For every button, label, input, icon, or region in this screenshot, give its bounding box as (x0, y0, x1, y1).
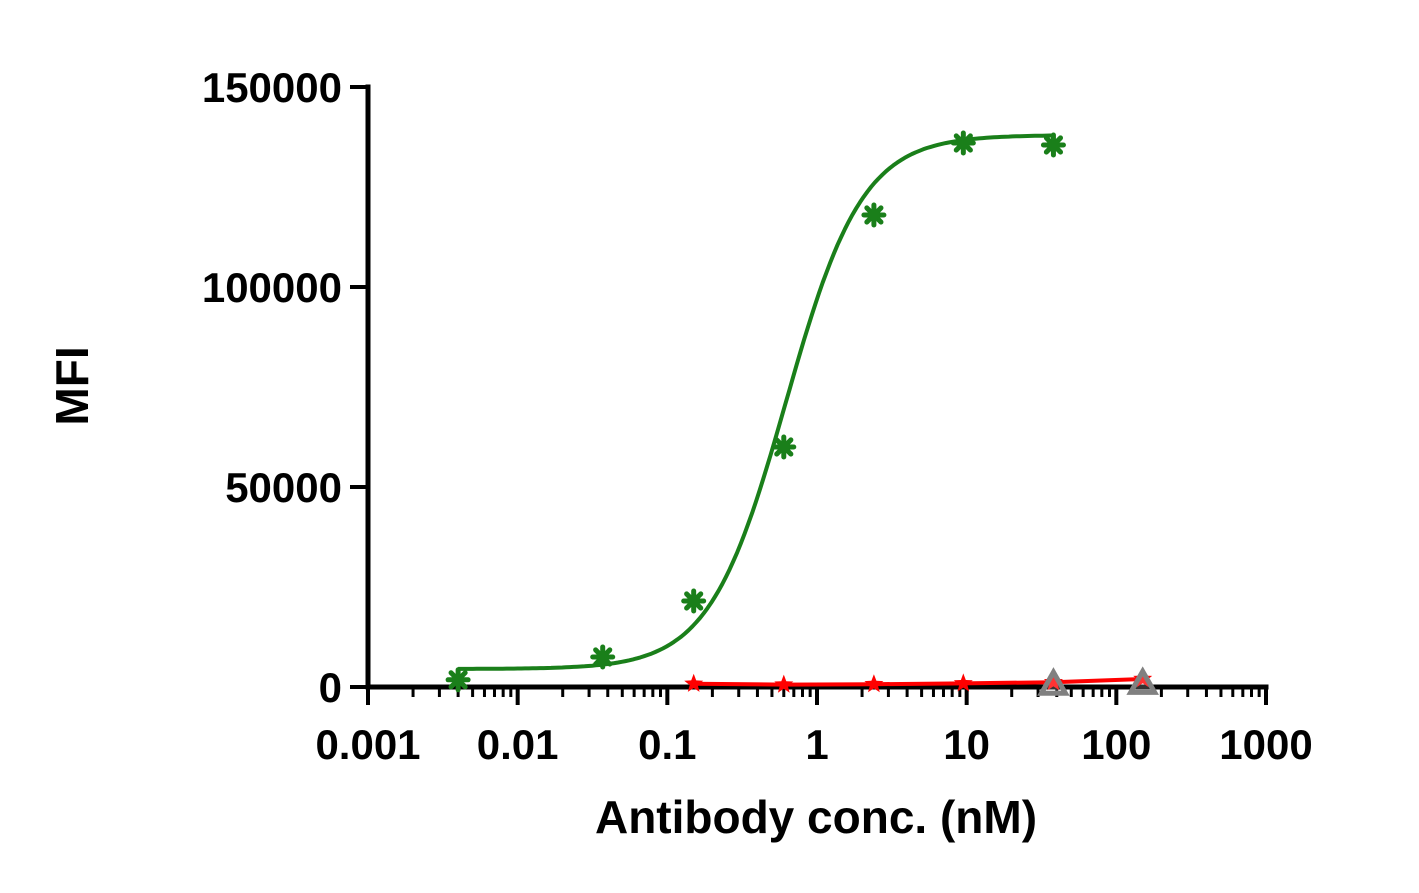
axes-layer (365, 84, 1269, 690)
series-0-asterisk-point (861, 202, 887, 228)
asterisk-core (596, 651, 609, 663)
x-tick-label: 1 (805, 721, 828, 768)
series-0-asterisk-point (771, 434, 797, 460)
series-0-asterisk-point (1040, 132, 1066, 158)
asterisk-core (777, 441, 790, 453)
series-1-star-point (1133, 669, 1153, 688)
series-2-triangle-point (1126, 666, 1159, 695)
series-1-curve (693, 677, 1143, 687)
x-tick-label: 10 (943, 721, 990, 768)
curves-layer (458, 133, 1143, 687)
asterisk-core (867, 209, 880, 221)
x-axis-label: Antibody conc. (nM) (595, 791, 1037, 843)
series-1-star-point (953, 673, 973, 692)
series-0-asterisk-point (950, 130, 976, 156)
x-tick-label: 1000 (1219, 721, 1312, 768)
asterisk-core (1047, 139, 1060, 151)
series-0-asterisk-point (590, 644, 616, 670)
series-1-star-point (1043, 672, 1063, 691)
series-0-asterisk-point (445, 667, 471, 693)
y-axis-label: MFI (46, 346, 98, 425)
series-2-triangle-point (1037, 667, 1070, 696)
x-tick-label: 0.1 (638, 721, 696, 768)
x-tick-label: 100 (1081, 721, 1151, 768)
ticks-layer (350, 85, 1268, 705)
x-tick-label: 0.001 (315, 721, 420, 768)
x-tick-label: 0.01 (477, 721, 559, 768)
y-tick-label: 100000 (202, 264, 342, 311)
asterisk-core (957, 137, 970, 149)
series-1-star-point (774, 674, 794, 693)
y-tick-label: 150000 (202, 64, 342, 111)
y-tick-label: 50000 (225, 464, 342, 511)
series-1-star-point (864, 674, 884, 693)
series-1-star-point (684, 673, 704, 692)
tick-labels-layer: 0.001 0.01 0.1 1 10 100 1000 0 50000 100000 150000 (202, 64, 1313, 768)
series-0-curve (458, 133, 1054, 671)
asterisk-core (687, 595, 700, 607)
series-0-asterisk-point (681, 588, 707, 614)
asterisk-core (452, 673, 465, 686)
y-tick-label: 0 (319, 664, 342, 711)
points-layer (445, 130, 1159, 696)
